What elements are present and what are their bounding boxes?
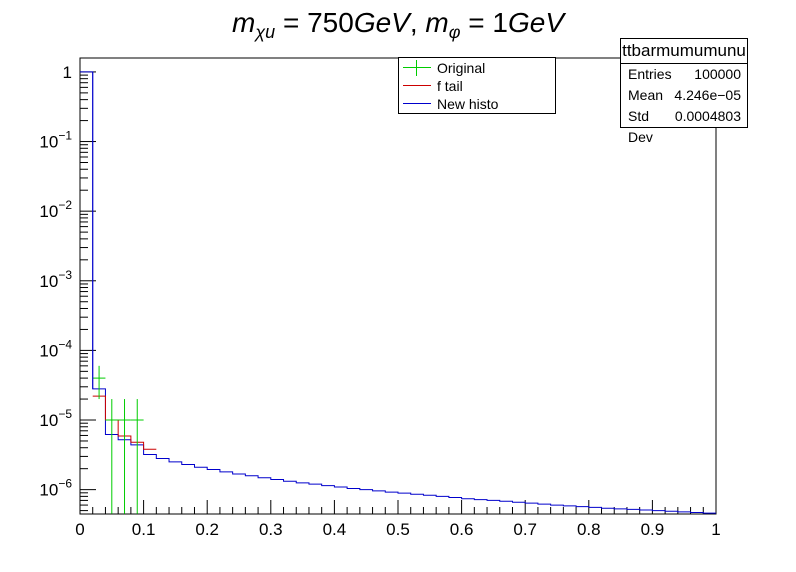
legend-label-original: Original xyxy=(437,60,486,76)
y-tick-label: 10−5 xyxy=(39,407,72,430)
stats-row-entries: Entries 100000 xyxy=(621,64,747,85)
legend-label-f-tail: f tail xyxy=(437,78,463,94)
new-histo-histogram xyxy=(80,71,716,514)
x-tick-label: 0.5 xyxy=(386,520,410,539)
x-tick-label: 0.7 xyxy=(513,520,537,539)
stats-title: ttbarmumumunu xyxy=(621,39,747,64)
legend-swatch-f-tail xyxy=(403,85,431,86)
x-tick-label: 1 xyxy=(711,520,720,539)
stats-box: ttbarmumumunu Entries 100000 Mean 4.246e… xyxy=(620,38,748,145)
x-tick-label: 0.3 xyxy=(259,520,283,539)
axes: 0 0.1 0.2 0.3 0.4 0.5 0.6 0.7 0.8 0.9 1 1 10−1 10−2 10… xyxy=(39,63,720,539)
legend-entry-new-histo: New histo xyxy=(399,95,555,113)
stats-entries-value: 100000 xyxy=(694,66,741,82)
legend-entry-original: Original xyxy=(399,59,555,77)
chart-title: mχu = 750GeV, mφ = 1GeV xyxy=(232,7,566,42)
stats-row-mean: Mean 4.246e−05 xyxy=(621,85,747,106)
x-tick-label: 0.2 xyxy=(195,520,219,539)
y-tick-label: 10−1 xyxy=(39,129,72,152)
stats-std-label: Std Dev xyxy=(628,108,653,145)
legend-entry-f-tail: f tail xyxy=(399,77,555,95)
stats-row-std: Std Dev 0.0004803 xyxy=(621,106,747,145)
stats-mean-label: Mean xyxy=(628,87,664,103)
stats-std-value: 0.0004803 xyxy=(674,108,741,124)
x-tick-label: 0.4 xyxy=(323,520,347,539)
y-tick-label: 10−3 xyxy=(39,268,72,291)
legend-label-new-histo: New histo xyxy=(437,96,499,112)
legend: Original f tail New histo xyxy=(398,57,556,114)
series-layer xyxy=(80,71,716,514)
x-tick-label: 0.6 xyxy=(450,520,474,539)
legend-swatch-new-histo xyxy=(403,103,431,104)
x-tick-label: 0.8 xyxy=(577,520,601,539)
x-tick-label: 0.9 xyxy=(641,520,665,539)
legend-swatch-original-vertical xyxy=(416,60,417,76)
x-tick-label: 0 xyxy=(75,520,84,539)
stats-mean-value: 4.246e−05 xyxy=(674,87,741,103)
y-tick-label: 10−2 xyxy=(39,198,72,221)
y-tick-label: 1 xyxy=(63,63,72,82)
legend-swatch-original xyxy=(403,67,431,68)
y-tick-label: 10−6 xyxy=(39,477,72,500)
stats-entries-label: Entries xyxy=(628,66,672,82)
x-tick-label: 0.1 xyxy=(132,520,156,539)
y-tick-label: 10−4 xyxy=(39,337,72,360)
